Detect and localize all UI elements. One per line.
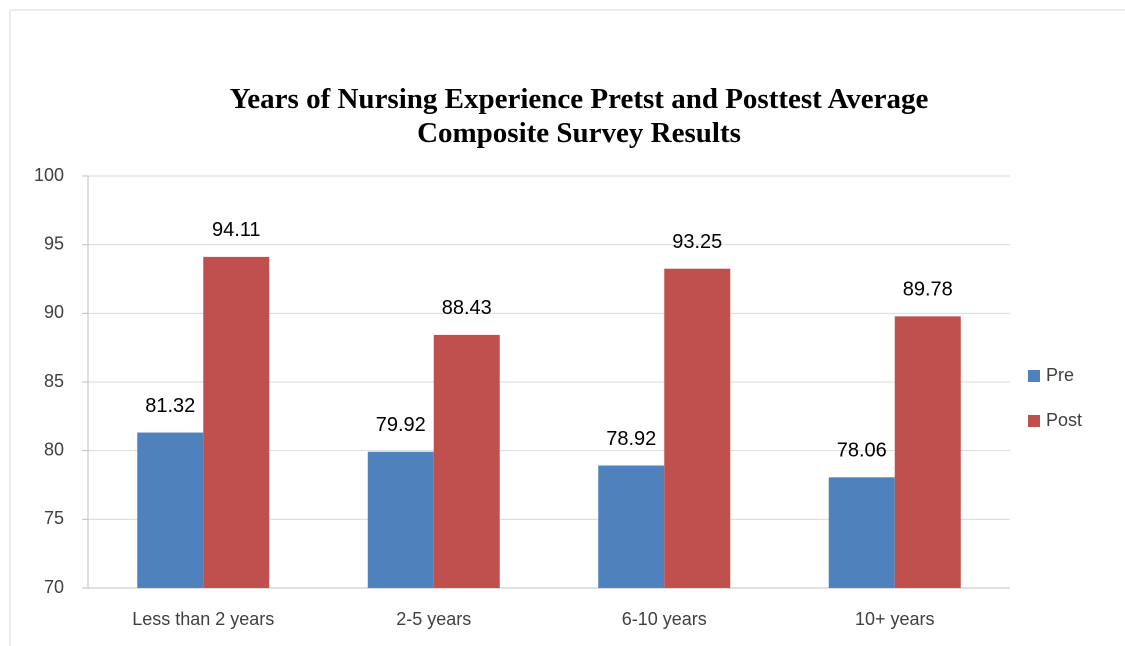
y-tick-label: 80	[44, 439, 64, 459]
x-tick-label: 2-5 years	[396, 609, 471, 629]
data-label: 78.06	[837, 440, 887, 462]
y-tick-label: 70	[44, 577, 64, 597]
data-label: 93.25	[672, 231, 722, 253]
legend-swatch	[1028, 370, 1040, 382]
x-tick-label: Less than 2 years	[132, 609, 274, 629]
data-label: 94.11	[212, 219, 261, 241]
y-tick-label: 75	[44, 508, 64, 528]
data-label: 78.92	[606, 428, 656, 450]
data-label: 89.78	[903, 279, 953, 301]
bar	[367, 451, 434, 588]
x-tick-label: 10+ years	[855, 609, 935, 629]
bar	[894, 316, 961, 588]
legend-label: Post	[1046, 410, 1082, 430]
y-tick-label: 95	[44, 233, 64, 253]
bar	[828, 477, 895, 588]
bar	[598, 465, 665, 588]
bar	[137, 432, 204, 588]
data-label: 81.32	[145, 395, 195, 417]
chart-title: Years of Nursing Experience Pretst and P…	[229, 83, 929, 149]
bar	[203, 256, 270, 588]
legend-label: Pre	[1046, 365, 1074, 385]
data-label: 88.43	[442, 297, 492, 319]
bar	[664, 268, 731, 588]
y-tick-label: 85	[44, 371, 64, 391]
data-label: 79.92	[376, 414, 426, 436]
y-tick-label: 100	[34, 165, 64, 185]
legend-swatch	[1028, 415, 1040, 427]
bar	[433, 334, 500, 588]
y-tick-label: 90	[44, 302, 64, 322]
x-tick-label: 6-10 years	[622, 609, 707, 629]
